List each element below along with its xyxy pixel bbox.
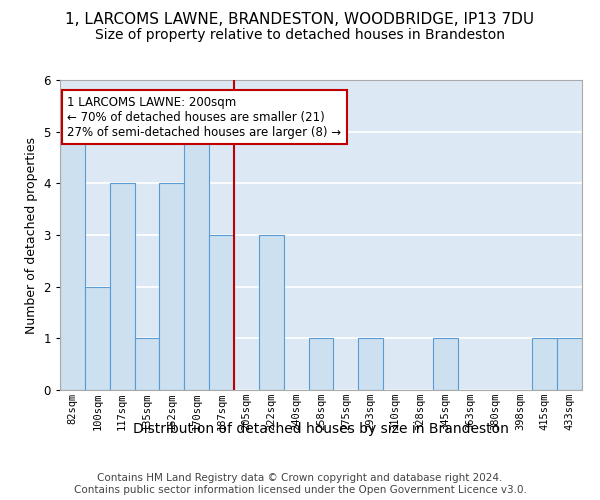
Bar — [308, 338, 334, 390]
Y-axis label: Number of detached properties: Number of detached properties — [25, 136, 38, 334]
Bar — [60, 132, 85, 390]
Bar — [259, 235, 284, 390]
Text: 1 LARCOMS LAWNE: 200sqm
← 70% of detached houses are smaller (21)
27% of semi-de: 1 LARCOMS LAWNE: 200sqm ← 70% of detache… — [67, 96, 341, 138]
Bar — [110, 184, 134, 390]
Bar — [557, 338, 582, 390]
Text: 1, LARCOMS LAWNE, BRANDESTON, WOODBRIDGE, IP13 7DU: 1, LARCOMS LAWNE, BRANDESTON, WOODBRIDGE… — [65, 12, 535, 28]
Text: Distribution of detached houses by size in Brandeston: Distribution of detached houses by size … — [133, 422, 509, 436]
Bar — [209, 235, 234, 390]
Bar — [160, 184, 184, 390]
Bar — [358, 338, 383, 390]
Bar — [85, 286, 110, 390]
Bar — [433, 338, 458, 390]
Text: Size of property relative to detached houses in Brandeston: Size of property relative to detached ho… — [95, 28, 505, 42]
Text: Contains HM Land Registry data © Crown copyright and database right 2024.
Contai: Contains HM Land Registry data © Crown c… — [74, 474, 526, 495]
Bar — [134, 338, 160, 390]
Bar — [184, 132, 209, 390]
Bar — [532, 338, 557, 390]
